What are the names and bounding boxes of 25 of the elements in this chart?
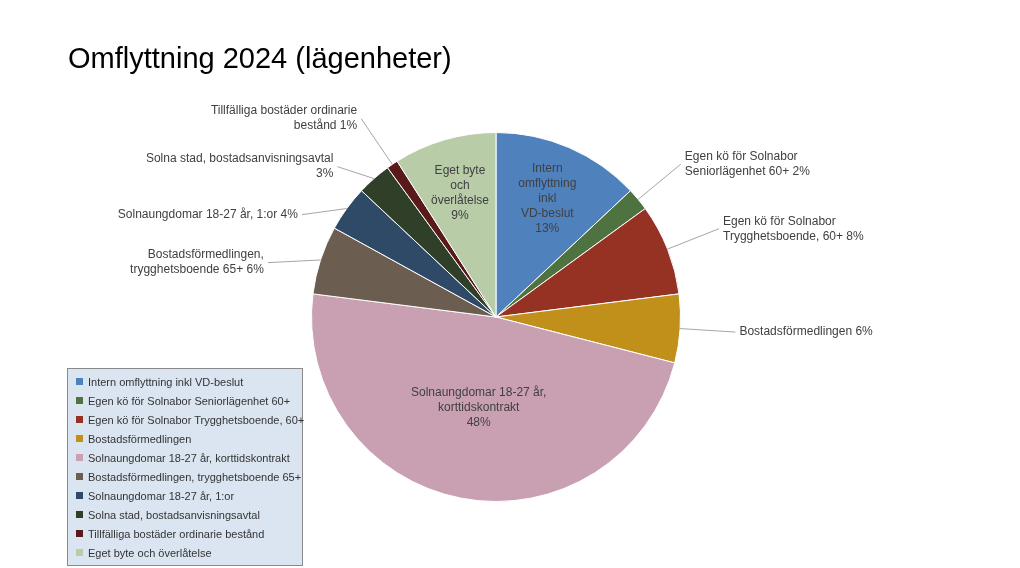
data-label: 3% [316, 166, 334, 181]
slice-label: Intern omflyttning inkl VD-beslut [518, 160, 577, 220]
data-label: 9% [451, 207, 469, 222]
legend-label: Tillfälliga bostäder ordinarie bestånd [88, 527, 265, 540]
legend-label: Eget byte och överlåtelse [88, 546, 212, 559]
slice-label: Eget byte och överlåtelse [430, 162, 490, 207]
category-label: Tillfälliga bostäder ordinarie bestånd 1% [210, 103, 358, 133]
legend-label: Solnaungdomar 18-27 år, korttidskontrakt [88, 451, 290, 464]
slice-label: Solnaungdomar 18-27 år, korttidskontrakt [411, 384, 547, 414]
category-label: Egen kö för Solnabor Seniorlägenhet 60+ 2% [684, 148, 810, 178]
chart-title: Omflyttning 2024 (lägenheter) [68, 42, 452, 75]
legend-label: Egen kö för Solnabor Seniorlägenhet 60+ [88, 394, 291, 407]
category-label: Bostadsförmedlingen 6% [739, 324, 873, 339]
category-label: Solnaungdomar 18-27 år, 1:or 4% [117, 206, 298, 221]
legend-label: Egen kö för Solnabor Trygghetsboende, 60+ [88, 413, 305, 426]
category-label: Egen kö för Solnabor Trygghetsboende, 60+ 8% [723, 213, 864, 243]
category-label: Bostadsförmedlingen, trygghetsboende 65+ 6% [130, 247, 264, 277]
legend-label: Solna stad, bostadsanvisningsavtal [88, 508, 260, 521]
legend-label: Bostadsförmedlingen, trygghetsboende 65+ [88, 470, 302, 483]
legend-label: Solnaungdomar 18-27 år, 1:or [88, 489, 235, 502]
legend-label: Bostadsförmedlingen [88, 432, 192, 445]
legend-label: Intern omflyttning inkl VD-beslut [88, 375, 244, 388]
data-label: 13% [535, 220, 560, 235]
slice-label: Solna stad, bostadsanvisningsavtal [145, 151, 334, 166]
data-label: 48% [466, 414, 492, 429]
